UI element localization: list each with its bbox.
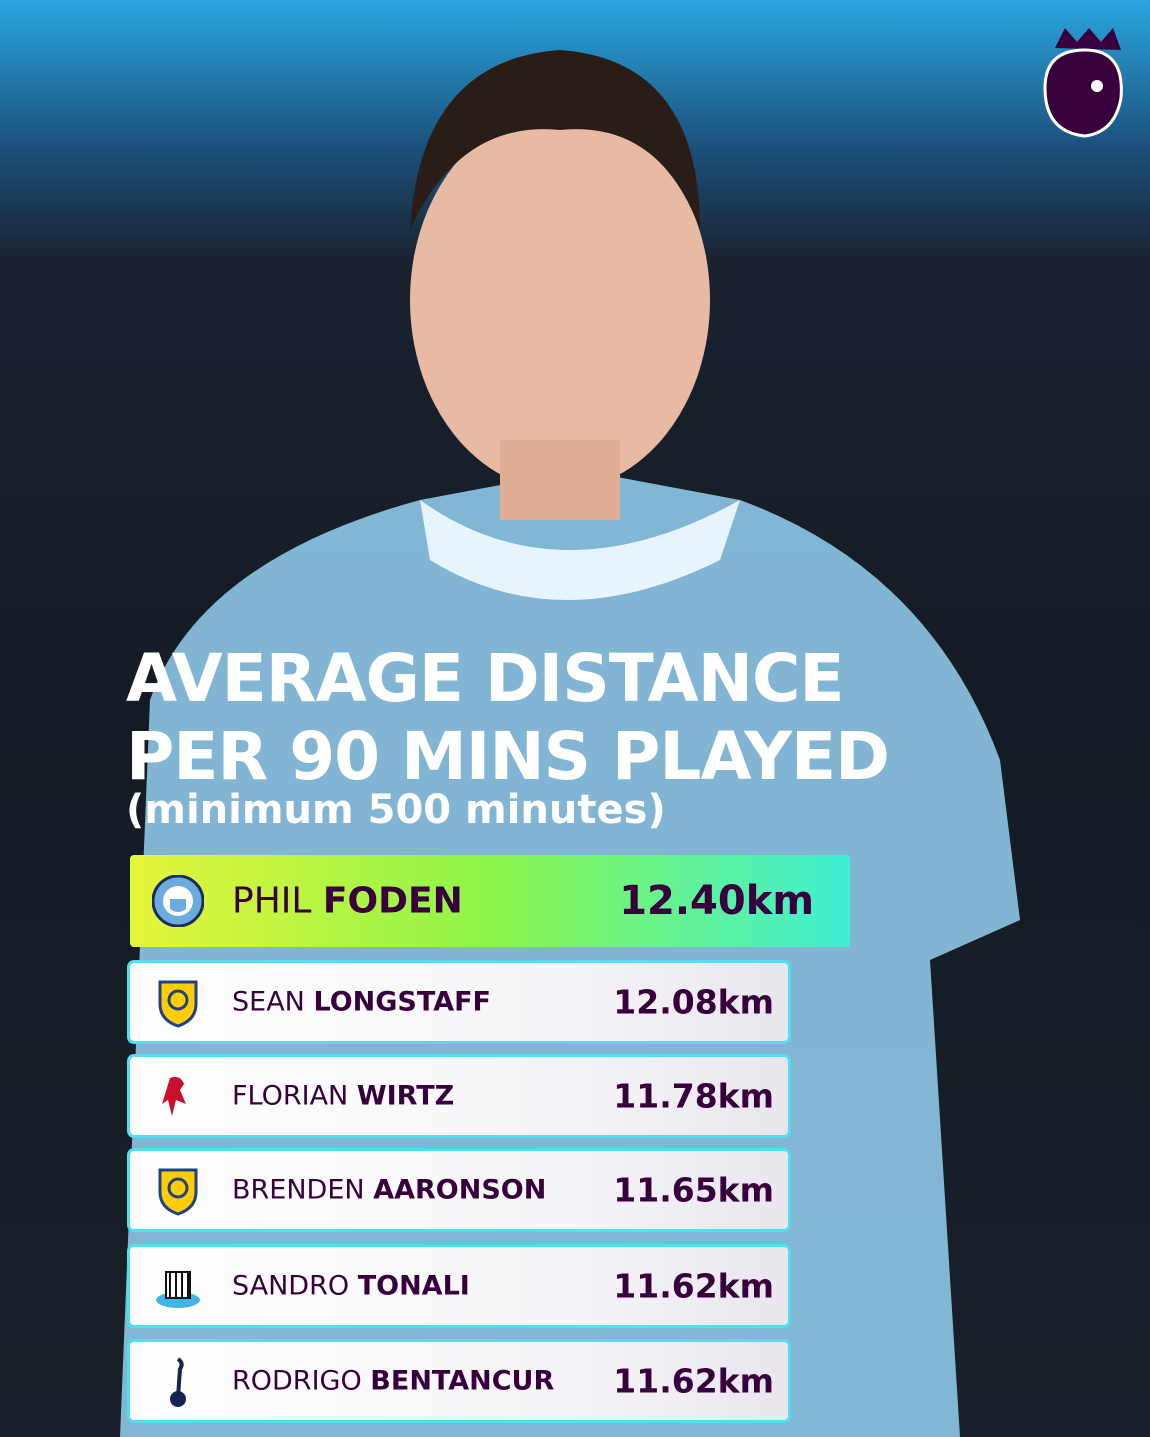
club-badge <box>152 875 204 927</box>
player-name: FLORIAN WIRTZ <box>232 1081 454 1112</box>
title: PER 90 MINS PLAYED <box>126 718 890 795</box>
player-name: BRENDEN AARONSON <box>232 1175 546 1206</box>
first-name: PHIL <box>232 880 312 922</box>
distance: 11.62km <box>613 1266 774 1306</box>
row: PHIL FODEN 12.40km <box>130 855 850 947</box>
first-name: SEAN <box>232 986 305 1018</box>
distance: 11.78km <box>613 1076 774 1116</box>
row: BRENDEN AARONSON 11.65km <box>130 1151 788 1229</box>
player-name: SEAN LONGSTAFF <box>232 987 491 1018</box>
club-badge <box>158 1168 198 1216</box>
row: SANDRO TONALI 11.62km <box>130 1247 788 1325</box>
distance: 12.08km <box>613 982 774 1022</box>
first-name: RODRIGO <box>232 1365 362 1397</box>
first-name: SANDRO <box>232 1270 350 1302</box>
title: AVERAGE DISTANCE <box>126 640 845 717</box>
club-badge <box>156 1271 200 1308</box>
player-name: RODRIGO BENTANCUR <box>232 1366 554 1397</box>
distance: 12.40km <box>619 878 814 924</box>
last-name: TONALI <box>357 1270 470 1302</box>
distance: 11.62km <box>613 1361 774 1401</box>
last-name: WIRTZ <box>356 1080 455 1112</box>
last-name: AARONSON <box>373 1174 547 1206</box>
club-badge <box>162 1076 186 1116</box>
row: SEAN LONGSTAFF 12.08km <box>130 963 788 1041</box>
first-name: BRENDEN <box>232 1174 365 1206</box>
first-name: FLORIAN <box>232 1080 349 1112</box>
row: RODRIGO BENTANCUR 11.62km <box>130 1342 788 1420</box>
subtitle: (minimum 500 minutes) <box>126 787 666 833</box>
last-name: LONGSTAFF <box>313 986 491 1018</box>
club-badge <box>170 1357 186 1407</box>
player-name: SANDRO TONALI <box>232 1271 470 1302</box>
last-name: FODEN <box>322 880 463 922</box>
row: FLORIAN WIRTZ 11.78km <box>130 1057 788 1135</box>
distance: 11.65km <box>613 1170 774 1210</box>
club-badge <box>158 980 198 1028</box>
last-name: BENTANCUR <box>370 1365 555 1397</box>
player-name: PHIL FODEN <box>232 881 463 922</box>
